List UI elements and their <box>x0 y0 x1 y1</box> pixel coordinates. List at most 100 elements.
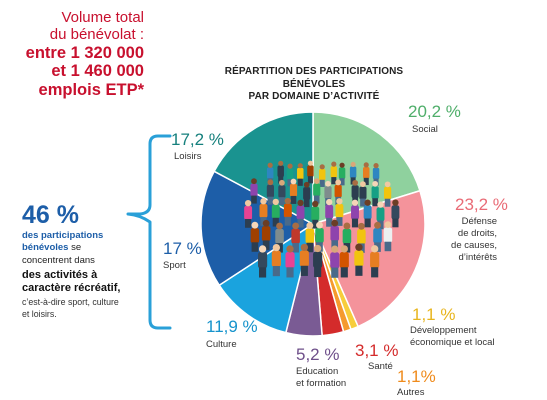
person-legs <box>292 242 299 253</box>
person-head <box>286 245 294 253</box>
person-head <box>276 222 283 230</box>
person-legs <box>384 241 392 252</box>
crowd-image <box>244 160 400 278</box>
person-head <box>258 245 267 253</box>
person-legs <box>319 179 325 187</box>
cat-education-line: Education <box>296 366 339 377</box>
volume-line-1: Volume total <box>61 9 144 26</box>
person-body <box>370 251 380 269</box>
person-body <box>271 204 280 219</box>
person-body <box>354 250 364 267</box>
person-body <box>373 228 382 244</box>
person-head <box>339 162 345 168</box>
person-body <box>305 228 315 244</box>
stat-blue-text: des participations bénévoles <box>22 230 104 254</box>
person-legs <box>340 267 348 278</box>
person-head <box>343 222 351 230</box>
stat-percent: 46 % <box>22 201 79 229</box>
person-head <box>313 178 320 184</box>
person-body <box>391 205 400 220</box>
pct-loisirs: 17,2 % <box>171 130 224 149</box>
volume-line-3: entre 1 320 000 <box>25 43 144 62</box>
person-head <box>363 162 369 168</box>
person-head <box>267 179 274 186</box>
person-body <box>286 168 294 180</box>
person-head <box>303 181 310 188</box>
person-body <box>330 166 338 178</box>
person-body <box>351 205 359 220</box>
person-head <box>377 201 384 208</box>
person-legs <box>339 178 345 186</box>
cat-defense-line: Défense <box>461 216 497 227</box>
person-legs <box>286 267 294 278</box>
person-body <box>371 186 379 200</box>
person-head <box>267 162 273 168</box>
person-head <box>292 222 300 230</box>
person-head <box>287 163 293 169</box>
person-legs <box>306 242 314 253</box>
person-body <box>363 205 372 220</box>
person-body <box>285 251 295 269</box>
person-body <box>357 229 366 245</box>
person-legs <box>351 218 359 228</box>
person-head <box>357 222 365 230</box>
person-body <box>384 186 392 200</box>
person-legs <box>287 179 293 187</box>
person-head <box>306 222 314 230</box>
stat-small-text: c’est-à-dire sport, culture et loisirs. <box>22 297 119 319</box>
volume-line-5: emplois ETP* <box>38 80 144 99</box>
person-head <box>300 243 309 252</box>
person-body <box>315 227 324 244</box>
person-legs <box>297 218 304 228</box>
person-head <box>307 160 314 166</box>
person-head <box>278 160 284 166</box>
person-head <box>326 198 333 206</box>
person-head <box>331 245 339 253</box>
cat-culture-line: Culture <box>206 339 237 350</box>
person-legs <box>303 199 310 208</box>
person-legs <box>272 217 279 227</box>
person-body <box>261 226 271 242</box>
person-body <box>313 183 321 197</box>
person-body <box>351 185 359 199</box>
person-body <box>334 184 342 198</box>
person-legs <box>297 178 303 186</box>
person-body <box>250 183 258 197</box>
cat-dev-line: économique et local <box>410 336 495 348</box>
person-body <box>291 228 300 244</box>
person-legs <box>245 218 252 228</box>
person-legs <box>284 216 291 226</box>
pct-culture: 11,9 % <box>206 317 258 336</box>
cat-sport-line: Sport <box>163 260 186 271</box>
person-head <box>384 181 391 188</box>
pct-education: 5,2 % <box>296 345 340 364</box>
pct-sport: 17 % <box>163 239 202 258</box>
person-head <box>244 199 252 207</box>
person-head <box>272 198 279 206</box>
slice-loisirs <box>213 111 314 226</box>
person-body <box>278 185 286 199</box>
person-body <box>297 167 304 180</box>
volume-line-2: du bénévolat : <box>49 25 144 43</box>
person-head <box>373 163 379 169</box>
person-head <box>319 164 325 170</box>
stat-after-bold: , <box>117 282 121 295</box>
person-head <box>262 219 270 227</box>
person-head <box>384 221 392 229</box>
person-head <box>360 181 366 188</box>
person-legs <box>364 218 371 228</box>
person-body <box>257 252 268 269</box>
person-body <box>303 187 311 200</box>
person-legs <box>251 195 257 204</box>
person-legs <box>300 265 308 276</box>
person-body <box>250 228 260 244</box>
person-legs <box>259 267 267 278</box>
person-head <box>297 199 304 207</box>
stat-block: 46 % des participations bénévoles se con… <box>22 203 122 320</box>
cat-education: Education et formation <box>296 366 346 390</box>
person-body <box>296 205 305 220</box>
cat-autres-line: Autres <box>397 387 425 398</box>
cat-developpement: Développement économique et local <box>410 325 495 349</box>
person-legs <box>314 266 322 278</box>
person-head <box>355 243 363 251</box>
